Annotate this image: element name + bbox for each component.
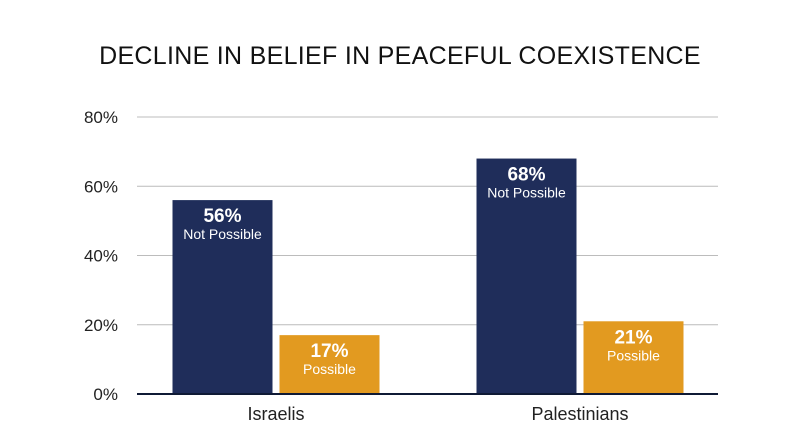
data-label: 68% (507, 165, 545, 186)
y-tick-label: 40% (84, 247, 118, 266)
data-label: 21% (614, 327, 652, 348)
data-label: 56% (203, 206, 241, 227)
y-tick-label: 0% (93, 385, 118, 404)
bar (172, 200, 273, 394)
bar (476, 158, 577, 394)
chart-title: DECLINE IN BELIEF IN PEACEFUL COEXISTENC… (99, 42, 701, 70)
bar (583, 321, 684, 394)
data-sublabel: Not Possible (183, 226, 262, 242)
y-tick-label: 80% (84, 108, 118, 127)
data-sublabel: Possible (607, 347, 660, 363)
data-label: 17% (310, 341, 348, 362)
data-sublabel: Possible (303, 361, 356, 377)
bar (279, 335, 380, 394)
data-sublabel: Not Possible (487, 185, 566, 201)
y-tick-label: 20% (84, 316, 118, 335)
y-tick-label: 60% (84, 177, 118, 196)
x-category-label: Palestinians (531, 404, 628, 424)
x-category-label: Israelis (247, 404, 304, 424)
